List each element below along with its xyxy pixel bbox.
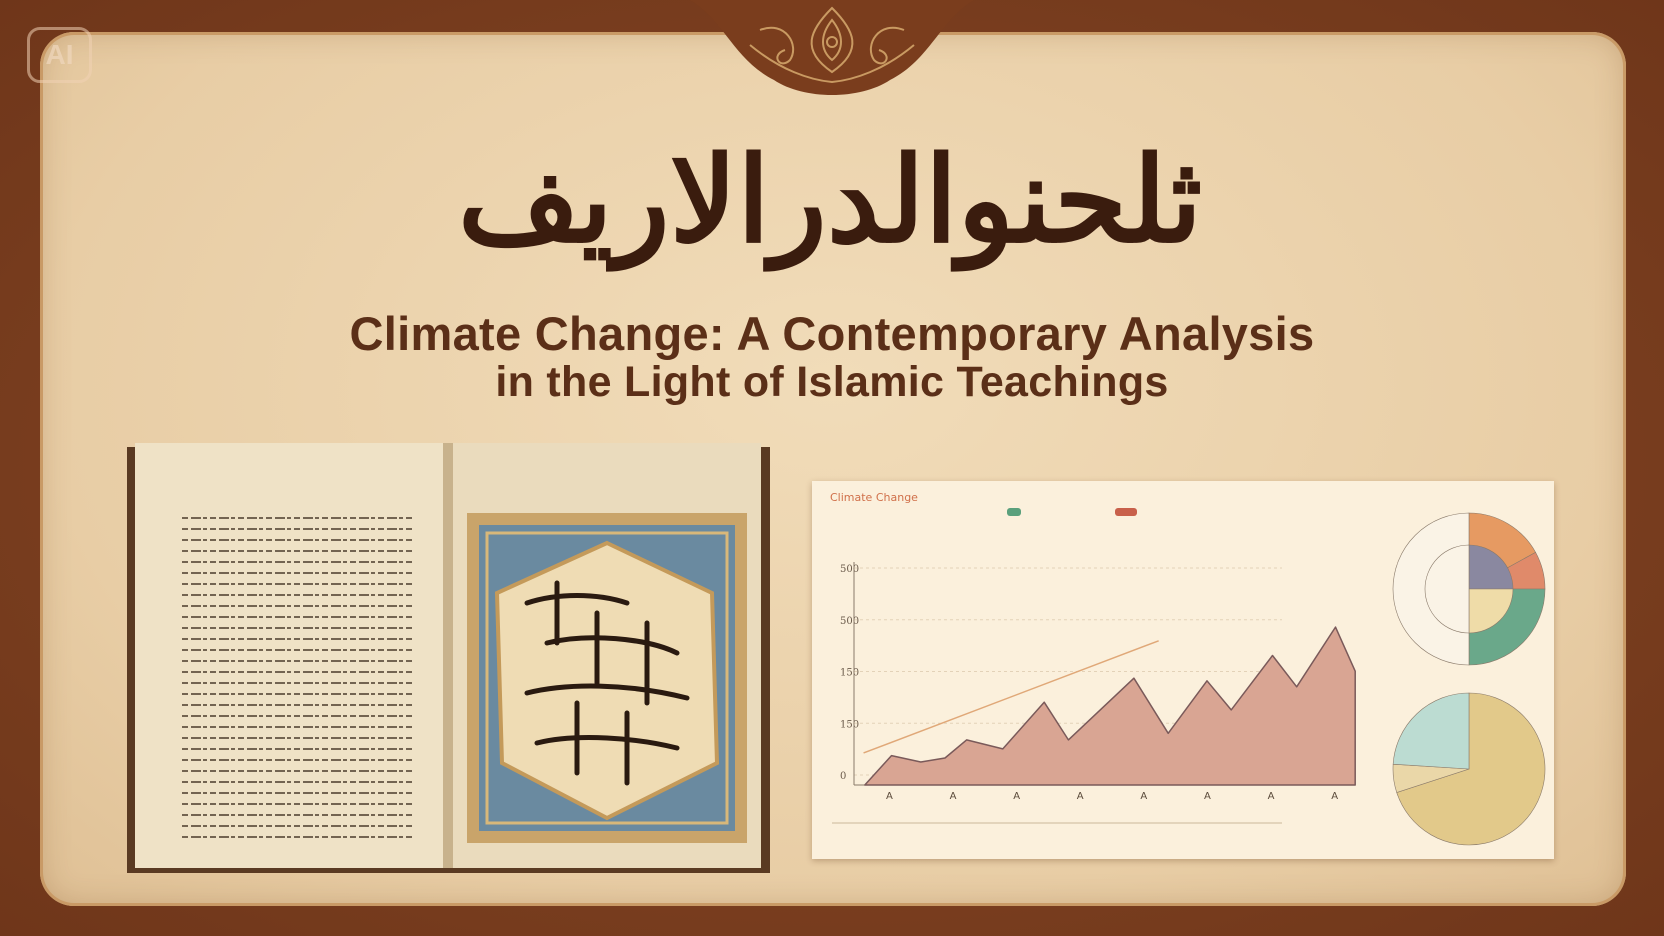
open-manuscript-book [127,443,770,873]
title-line-1: Climate Change: A Contemporary Analysis [349,307,1315,360]
x-tick-label: A [1204,791,1211,802]
pie-bottom-slice [1396,692,1546,846]
climate-chart-panel: Climate Change 0 150 150 500 500 A A A A A A A A [812,481,1554,859]
y-tick-label: 0 [840,771,846,782]
y-tick-label: 150 [840,668,859,679]
x-tick-label: A [1331,791,1338,802]
y-tick-label: 150 [840,719,859,730]
legend-swatch-green [1007,508,1021,516]
top-ornament [690,0,974,95]
pie-top-inner-slice [1424,544,1470,634]
chart-svg: 0 150 150 500 500 A A A A A A A A [832,508,1546,846]
y-tick-label: 500 [840,564,859,575]
x-tick-label: A [1140,791,1147,802]
trend-line [863,640,1159,754]
x-tick-label: A [1013,791,1020,802]
chart-title: Climate Change [830,491,918,504]
title-line-2: in the Light of Islamic Teachings [495,358,1169,406]
pie-bottom-slice [1392,692,1470,770]
pie-top-inner-slice [1468,588,1514,634]
x-tick-label: A [886,791,893,802]
pie-top-inner-slice [1468,544,1514,590]
y-tick-label: 500 [840,616,859,627]
x-tick-label: A [1268,791,1275,802]
area-series [864,626,1356,786]
ai-badge: AI [27,27,92,83]
arabic-calligraphy-title: ثلحنوالدرالاريف [457,130,1203,269]
legend-swatch-red [1115,508,1137,516]
x-tick-label: A [950,791,957,802]
x-tick-label: A [1077,791,1084,802]
